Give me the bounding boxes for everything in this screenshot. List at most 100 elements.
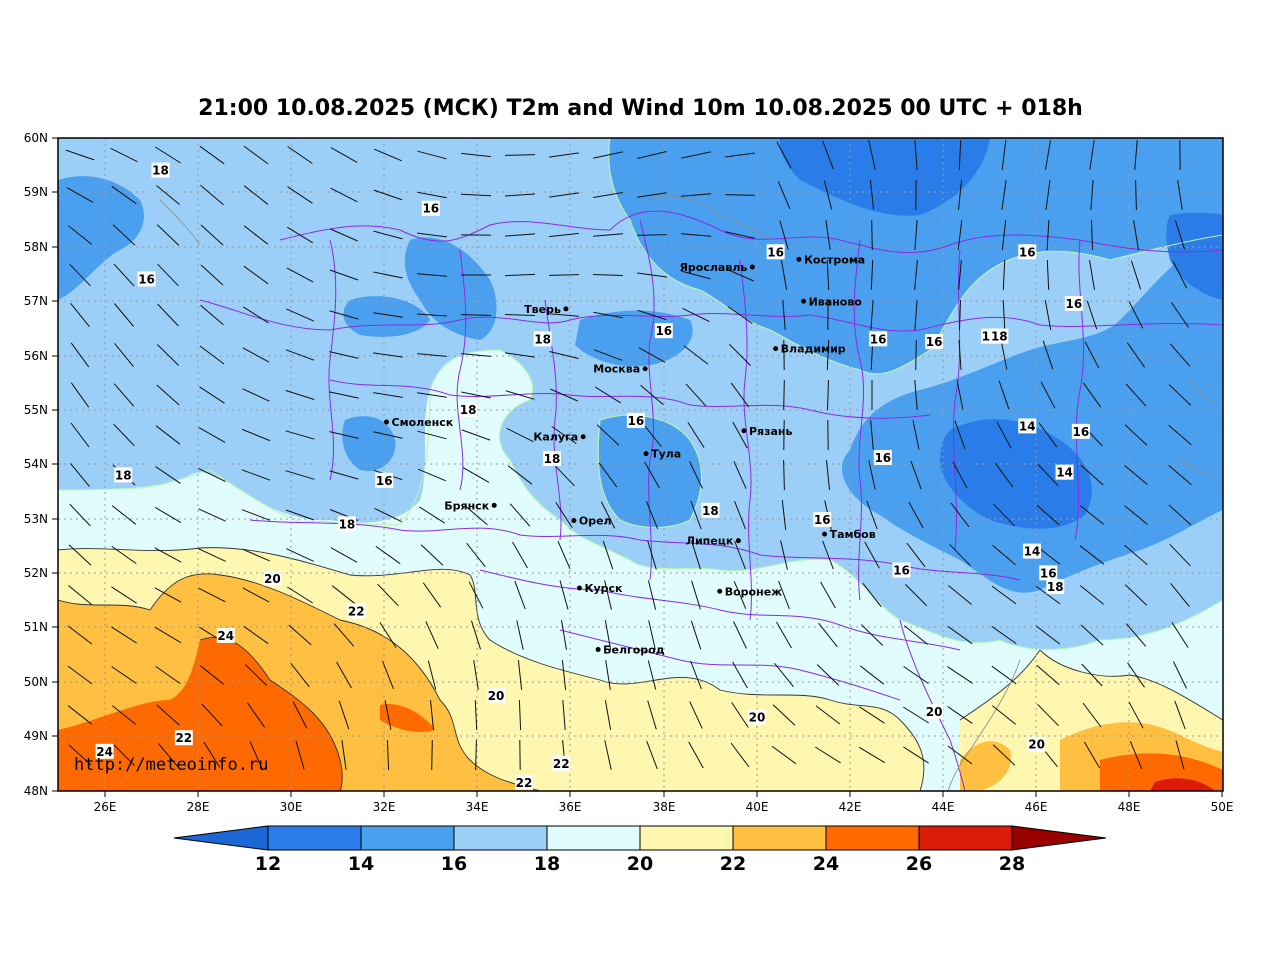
wind-barb bbox=[734, 500, 746, 530]
wind-barb bbox=[908, 501, 924, 529]
wind-barb bbox=[640, 384, 664, 406]
wind-barb bbox=[776, 141, 792, 169]
wind-barb bbox=[914, 299, 918, 331]
wind-barb bbox=[285, 470, 315, 480]
wind-barb bbox=[431, 739, 433, 771]
wind-barb bbox=[772, 704, 796, 726]
wind-barb bbox=[70, 342, 90, 368]
lon-label: 36E bbox=[559, 800, 582, 814]
wind-barb bbox=[727, 306, 753, 324]
wind-barb bbox=[417, 232, 447, 238]
wind-barb bbox=[70, 463, 90, 487]
contour-label-bg bbox=[459, 402, 478, 418]
wind-barb bbox=[1083, 741, 1101, 769]
wind-barb bbox=[242, 548, 270, 562]
wind-barb bbox=[416, 313, 448, 317]
wind-barb bbox=[1174, 700, 1186, 730]
wind-barb bbox=[1168, 424, 1192, 446]
wind-barb bbox=[243, 306, 269, 324]
colorbar-segment bbox=[918, 825, 1013, 851]
wind-barb bbox=[286, 267, 314, 283]
wind-barb bbox=[1135, 179, 1137, 211]
wind-barb bbox=[593, 233, 623, 237]
wind-barb bbox=[1038, 422, 1058, 448]
colorbar-segment bbox=[639, 825, 734, 851]
wind-barb bbox=[551, 425, 577, 445]
wind-barb bbox=[726, 268, 754, 282]
colorbar-tick: 18 bbox=[534, 853, 560, 875]
wind-barb bbox=[914, 379, 918, 411]
wind-barb bbox=[341, 740, 347, 770]
wind-barb bbox=[776, 621, 792, 649]
contour-label-bg bbox=[174, 730, 193, 746]
wind-barb bbox=[243, 625, 269, 645]
wind-barb bbox=[648, 620, 656, 650]
wind-barb bbox=[417, 150, 447, 160]
wind-barb bbox=[645, 500, 659, 530]
wind-barb bbox=[1172, 261, 1188, 289]
wind-barb bbox=[600, 501, 616, 529]
colorbar-tick: 24 bbox=[813, 853, 839, 875]
wind-barb bbox=[638, 347, 666, 363]
contour-label-bg bbox=[701, 502, 720, 518]
wind-barb bbox=[822, 540, 834, 570]
wind-barb bbox=[200, 224, 224, 246]
wind-barb bbox=[957, 220, 963, 250]
city-label: Кострома bbox=[804, 253, 865, 266]
city-marker bbox=[384, 419, 390, 425]
contour-label: 18 bbox=[534, 332, 551, 346]
wind-barb bbox=[157, 303, 179, 327]
lon-label: 30E bbox=[280, 800, 303, 814]
wind-barb bbox=[460, 314, 492, 316]
contour-label-bg bbox=[1046, 578, 1065, 594]
wind-barb bbox=[870, 259, 874, 291]
wind-barb bbox=[826, 460, 830, 490]
wind-barb bbox=[782, 300, 786, 330]
wind-barb bbox=[1124, 424, 1148, 446]
wind-barb bbox=[329, 269, 359, 281]
wind-barb bbox=[733, 461, 747, 489]
contour-label: 16 bbox=[1073, 425, 1090, 439]
wind-barb bbox=[68, 544, 92, 566]
wind-barb bbox=[1037, 703, 1059, 727]
contour-label-bg bbox=[151, 162, 170, 178]
wind-barb bbox=[596, 424, 620, 446]
wind-barb bbox=[991, 625, 1017, 645]
wind-barb bbox=[991, 585, 1017, 605]
contour-label: 18 bbox=[1047, 580, 1064, 594]
lat-label: 50N bbox=[24, 675, 48, 689]
contour-label-bg bbox=[95, 743, 114, 759]
wind-barb bbox=[516, 620, 524, 650]
city-marker bbox=[491, 502, 497, 508]
map-title: 21:00 10.08.2025 (МСК) T2m and Wind 10m … bbox=[198, 96, 1083, 121]
contour-label: 16 bbox=[874, 451, 891, 465]
wind-barb bbox=[330, 147, 358, 163]
city-label: Курск bbox=[584, 582, 623, 595]
coastlines bbox=[159, 195, 1223, 791]
wind-barb bbox=[287, 586, 313, 604]
wind-barb bbox=[690, 660, 702, 690]
wind-barb bbox=[958, 139, 962, 171]
wind-barb bbox=[862, 582, 882, 608]
wind-barb bbox=[374, 507, 402, 523]
wind-barb bbox=[158, 743, 178, 767]
wind-barb bbox=[288, 624, 312, 646]
wind-barb bbox=[70, 382, 90, 408]
wind-barb bbox=[1128, 701, 1144, 729]
contour-label-bg bbox=[137, 271, 156, 287]
contour-label: 22 bbox=[348, 604, 365, 618]
wind-barb bbox=[1045, 140, 1051, 170]
wind-barb bbox=[114, 303, 134, 327]
contour-label: 22 bbox=[516, 776, 533, 790]
wind-barb bbox=[1124, 584, 1148, 606]
wind-barb bbox=[647, 580, 657, 610]
lat-label: 48N bbox=[24, 784, 48, 798]
wind-barb bbox=[199, 665, 225, 685]
wind-barb bbox=[1171, 302, 1189, 328]
wind-barb bbox=[1171, 622, 1189, 648]
colorbar-tick: 12 bbox=[255, 853, 281, 875]
wind-barb bbox=[1035, 585, 1061, 605]
wind-barb bbox=[285, 430, 315, 440]
wind-barb bbox=[948, 585, 972, 605]
wind-barb bbox=[950, 502, 970, 528]
